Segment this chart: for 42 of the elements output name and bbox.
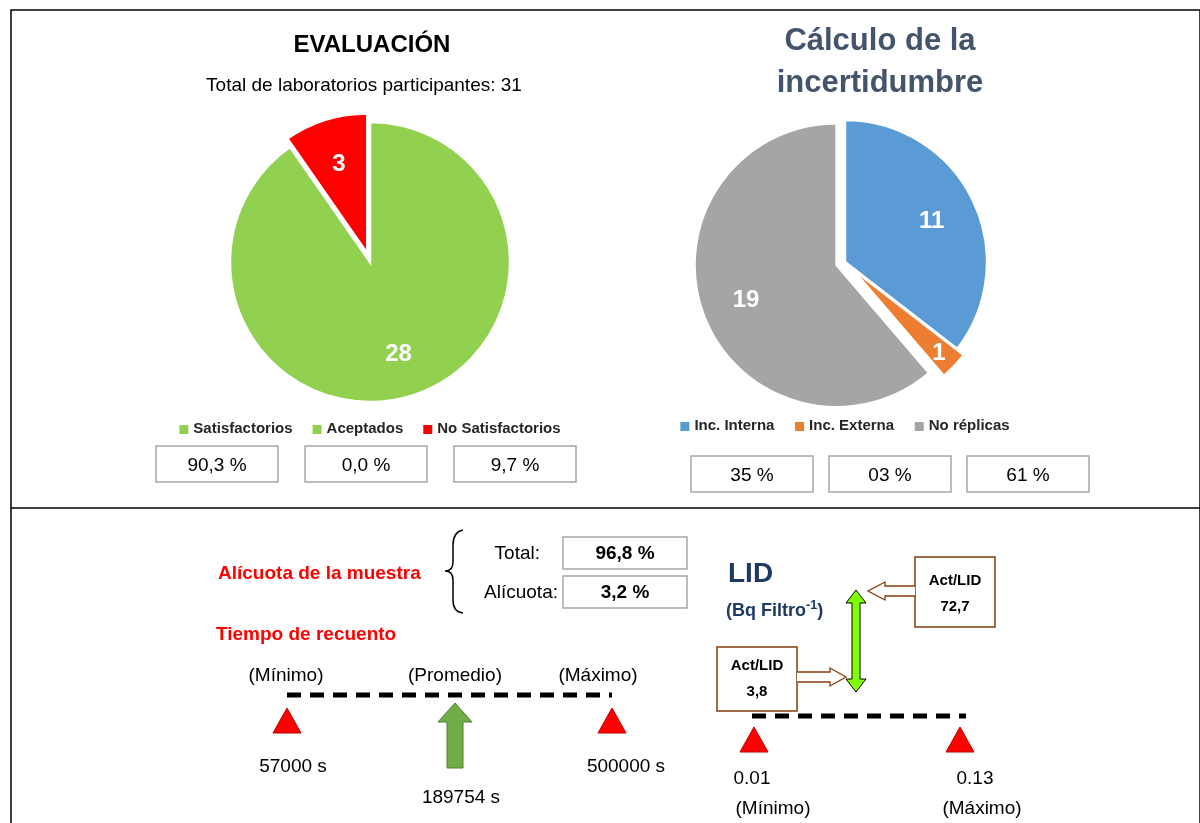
text: (Mínimo) [735, 797, 811, 818]
text: LID [728, 557, 774, 588]
text: (Máximo) [942, 797, 1022, 818]
text: 9,7 % [490, 454, 540, 475]
text: Alícuota: [484, 581, 558, 602]
text: (Mínimo) [248, 664, 324, 685]
text: 0.01 [733, 767, 771, 788]
legend-label: No Satisfactorios [437, 419, 561, 436]
text: 0.13 [956, 767, 994, 788]
text: 3,2 % [600, 581, 650, 602]
legend-label: Aceptados [326, 419, 404, 436]
text: 57000 s [259, 755, 327, 776]
text: 61 % [1006, 464, 1050, 485]
text: 189754 s [421, 786, 501, 807]
text: 96,8 % [595, 542, 655, 563]
legend-label: No réplicas [928, 416, 1010, 433]
data-label: 19 [732, 285, 760, 313]
data-label: 3 [332, 148, 346, 176]
chart-title: Cálculo de la incertidumbre [776, 22, 984, 99]
legend-label: Satisfactorios [193, 419, 293, 436]
text: (Bq Filtro$^{-1}$) [726, 598, 824, 620]
data-label: 1 [932, 337, 946, 365]
data-label: 11 [919, 205, 945, 233]
text: Total: [494, 542, 540, 563]
legend-label: Inc. Externa [809, 416, 895, 433]
text: Act/LID [730, 656, 784, 673]
text: 3,8 [746, 682, 768, 699]
text: 0,0 % [341, 454, 391, 475]
text: 500000 s [586, 755, 666, 776]
legend-label: Inc. Interna [694, 416, 776, 433]
data-label: 28 [385, 339, 412, 367]
chart-subtitle: Total de laboratorios participantes: 31 [206, 74, 522, 95]
text: 72,7 [940, 597, 970, 614]
text: Tiempo de recuento [216, 623, 397, 644]
text: 90,3 % [187, 454, 247, 475]
text: (Promedio) [408, 664, 502, 685]
text: 35 % [730, 464, 774, 485]
chart-title: EVALUACIÓN [293, 30, 451, 57]
text: (Máximo) [558, 664, 638, 685]
text: Act/LID [928, 571, 982, 588]
text: Alícuota de la muestra [218, 562, 422, 583]
text: 03 % [868, 464, 912, 485]
